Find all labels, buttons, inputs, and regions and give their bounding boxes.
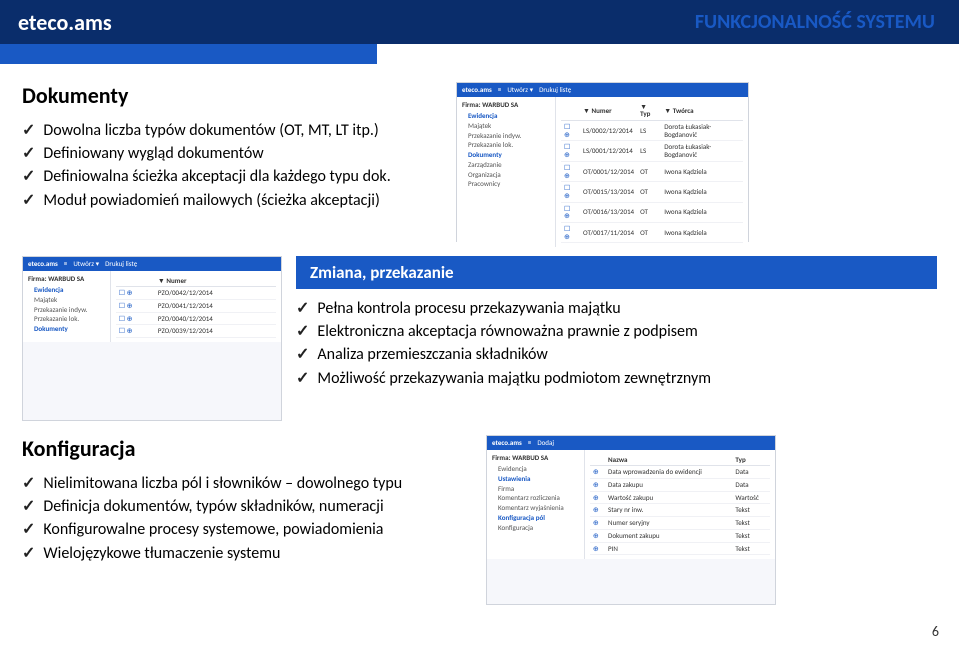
section3-title: Konfiguracja [22, 435, 472, 462]
sidebar-item: Dokumenty [462, 150, 550, 160]
section2-list: Pełna kontrola procesu przekazywania maj… [296, 297, 937, 390]
thumb-logo: eteco.ams [492, 439, 522, 447]
list-item: Elektroniczna akceptacja równoważna praw… [296, 320, 937, 343]
thumb-firm: Firma: WARBUD SA [28, 275, 105, 283]
table-row: ☐ ⊕OT/0017/11/2014OTIwona Kądziela [561, 222, 743, 242]
sidebar-item: Przekazanie indyw. [462, 131, 550, 141]
table-row: ☐ ⊕OT/0001/12/2014OTIwona Kądziela [561, 161, 743, 181]
table-row: ☐ ⊕PZO/0042/12/2014 [116, 287, 276, 300]
thumb-menu: Drukuj listę [539, 86, 571, 94]
table-row: ☐ ⊕LS/0002/12/2014LSDorota Łukasiak-Bogd… [561, 121, 743, 141]
list-item: Moduł powiadomień mailowych (ścieżka akc… [22, 189, 442, 212]
table-row: ⊕Dokument zakupuTekst [590, 529, 770, 542]
list-item: Dowolna liczba typów dokumentów (OT, MT,… [22, 119, 442, 142]
sidebar-item: Konfiguracja [492, 523, 579, 533]
thumb-logo: eteco.ams [462, 86, 492, 94]
screenshot-thumb-3: eteco.ams ≡ Dodaj Firma: WARBUD SA Ewide… [486, 435, 776, 605]
sidebar-item: Ewidencja [28, 285, 105, 295]
sidebar-item: Komentarz wyjaśnienia [492, 503, 579, 513]
list-item: Wielojęzykowe tłumaczenie systemu [22, 542, 472, 565]
logo: eteco.ams [18, 9, 112, 36]
table-row: ☐ ⊕LS/0001/12/2014LSDorota Łukasiak-Bogd… [561, 141, 743, 161]
table-row: ⊕Stary nr inw.Tekst [590, 504, 770, 517]
thumb-firm: Firma: WARBUD SA [492, 454, 579, 462]
page-number: 6 [932, 623, 939, 640]
sidebar-item: Przekazanie lok. [462, 140, 550, 150]
thumb-logo: eteco.ams [28, 260, 58, 268]
thumb-menu-icon: ≡ [528, 439, 532, 447]
table-row: ☐ ⊕PZO/0040/12/2014 [116, 312, 276, 325]
table-row: ⊕Data wprowadzenia do ewidencjiData [590, 466, 770, 479]
table-row: ☐ ⊕OT/0015/13/2014OTIwona Kądziela [561, 182, 743, 202]
thumb-table: NazwaTyp ⊕Data wprowadzenia do ewidencji… [590, 454, 770, 556]
section1-list: Dowolna liczba typów dokumentów (OT, MT,… [22, 119, 442, 212]
screenshot-thumb-2: eteco.ams ≡ Utwórz ▾ Drukuj listę Firma:… [22, 256, 282, 421]
list-item: Definiowany wygląd dokumentów [22, 142, 442, 165]
table-row: ⊕PINTekst [590, 542, 770, 555]
screenshot-thumb-1: eteco.ams ≡ Utwórz ▾ Drukuj listę Firma:… [456, 82, 749, 242]
sidebar-item: Komentarz rozliczenia [492, 493, 579, 503]
list-item: Możliwość przekazywania majątku podmioto… [296, 367, 937, 390]
table-row: ⊕Data zakupuData [590, 479, 770, 492]
sidebar-item: Dokumenty [28, 324, 105, 334]
list-item: Pełna kontrola procesu przekazywania maj… [296, 297, 937, 320]
sidebar-item: Organizacja [462, 170, 550, 180]
thumb-table: ▼ Numer▼ Typ▼ Twórca ☐ ⊕LS/0002/12/2014L… [561, 101, 743, 244]
accent-bar [0, 44, 377, 64]
section3-list: Nielimitowana liczba pól i słowników – d… [22, 472, 472, 565]
sidebar-item: Konfiguracja pól [492, 513, 579, 523]
list-item: Analiza przemieszczania składników [296, 343, 937, 366]
thumb-menu: Utwórz ▾ [73, 260, 99, 268]
thumb-menu: Drukuj listę [105, 260, 137, 268]
table-row: ☐ ⊕PZO/0039/12/2014 [116, 325, 276, 338]
section2-title: Zmiana, przekazanie [296, 256, 937, 289]
sidebar-item: Przekazanie lok. [28, 314, 105, 324]
list-item: Definiowalna ścieżka akceptacji dla każd… [22, 165, 442, 188]
section1-title: Dokumenty [22, 82, 442, 109]
page-title: FUNKCJONALNOŚĆ SYSTEMU [695, 10, 935, 34]
thumb-table: ▼ Numer ☐ ⊕PZO/0042/12/2014 ☐ ⊕PZO/0041/… [116, 275, 276, 338]
sidebar-item: Majątek [462, 121, 550, 131]
sidebar-item: Firma [492, 484, 579, 494]
sidebar-item: Przekazanie indyw. [28, 305, 105, 315]
thumb-menu-icon: ≡ [498, 86, 502, 94]
list-item: Konfigurowalne procesy systemowe, powiad… [22, 518, 472, 541]
sidebar-item: Pracownicy [462, 179, 550, 189]
sidebar-item: Ustawienia [492, 474, 579, 484]
sidebar-item: Ewidencja [462, 111, 550, 121]
sidebar-item: Ewidencja [492, 464, 579, 474]
thumb-menu: Dodaj [537, 439, 554, 447]
table-row: ☐ ⊕PZO/0041/12/2014 [116, 300, 276, 313]
table-row: ☐ ⊕OT/0016/13/2014OTIwona Kądziela [561, 202, 743, 222]
list-item: Nielimitowana liczba pól i słowników – d… [22, 472, 472, 495]
thumb-menu-icon: ≡ [64, 260, 68, 268]
list-item: Definicja dokumentów, typów składników, … [22, 495, 472, 518]
sidebar-item: Majątek [28, 295, 105, 305]
sidebar-item: Zarządzanie [462, 160, 550, 170]
thumb-firm: Firma: WARBUD SA [462, 101, 550, 109]
table-row: ⊕Numer seryjnyTekst [590, 517, 770, 530]
table-row: ⊕Wartość zakupuWartość [590, 491, 770, 504]
thumb-menu: Utwórz ▾ [507, 86, 533, 94]
